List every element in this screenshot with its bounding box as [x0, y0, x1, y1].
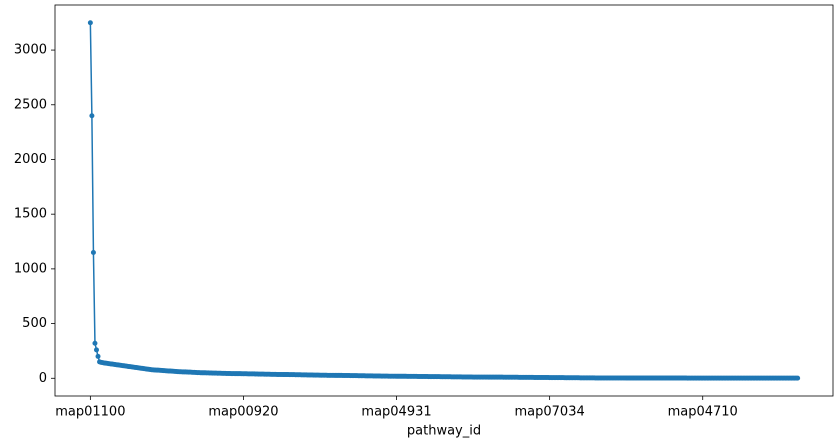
- data-line: [89, 22, 798, 379]
- data-point: [92, 340, 98, 346]
- y-tick-label: 1000: [14, 261, 47, 276]
- data-point: [795, 375, 801, 381]
- y-tick-label: 1500: [14, 207, 47, 222]
- data-point: [90, 249, 96, 255]
- x-tick-label: map04931: [361, 405, 431, 420]
- y-tick-label: 3000: [14, 43, 47, 58]
- y-tick-label: 500: [22, 316, 47, 331]
- y-tick-label: 2500: [14, 97, 47, 112]
- data-point: [89, 113, 95, 119]
- x-tick-label: map07034: [515, 405, 585, 420]
- x-tick-label: map04710: [668, 405, 738, 420]
- data-point: [95, 353, 101, 359]
- data-point: [93, 347, 99, 353]
- plot-frame: [54, 4, 834, 397]
- x-axis-label: pathway_id: [407, 424, 481, 439]
- x-tick-label: map01100: [55, 405, 125, 420]
- y-tick-label: 0: [39, 371, 47, 386]
- x-tick-label: map00920: [208, 405, 278, 420]
- data-point: [87, 20, 93, 26]
- y-tick-label: 2000: [14, 152, 47, 167]
